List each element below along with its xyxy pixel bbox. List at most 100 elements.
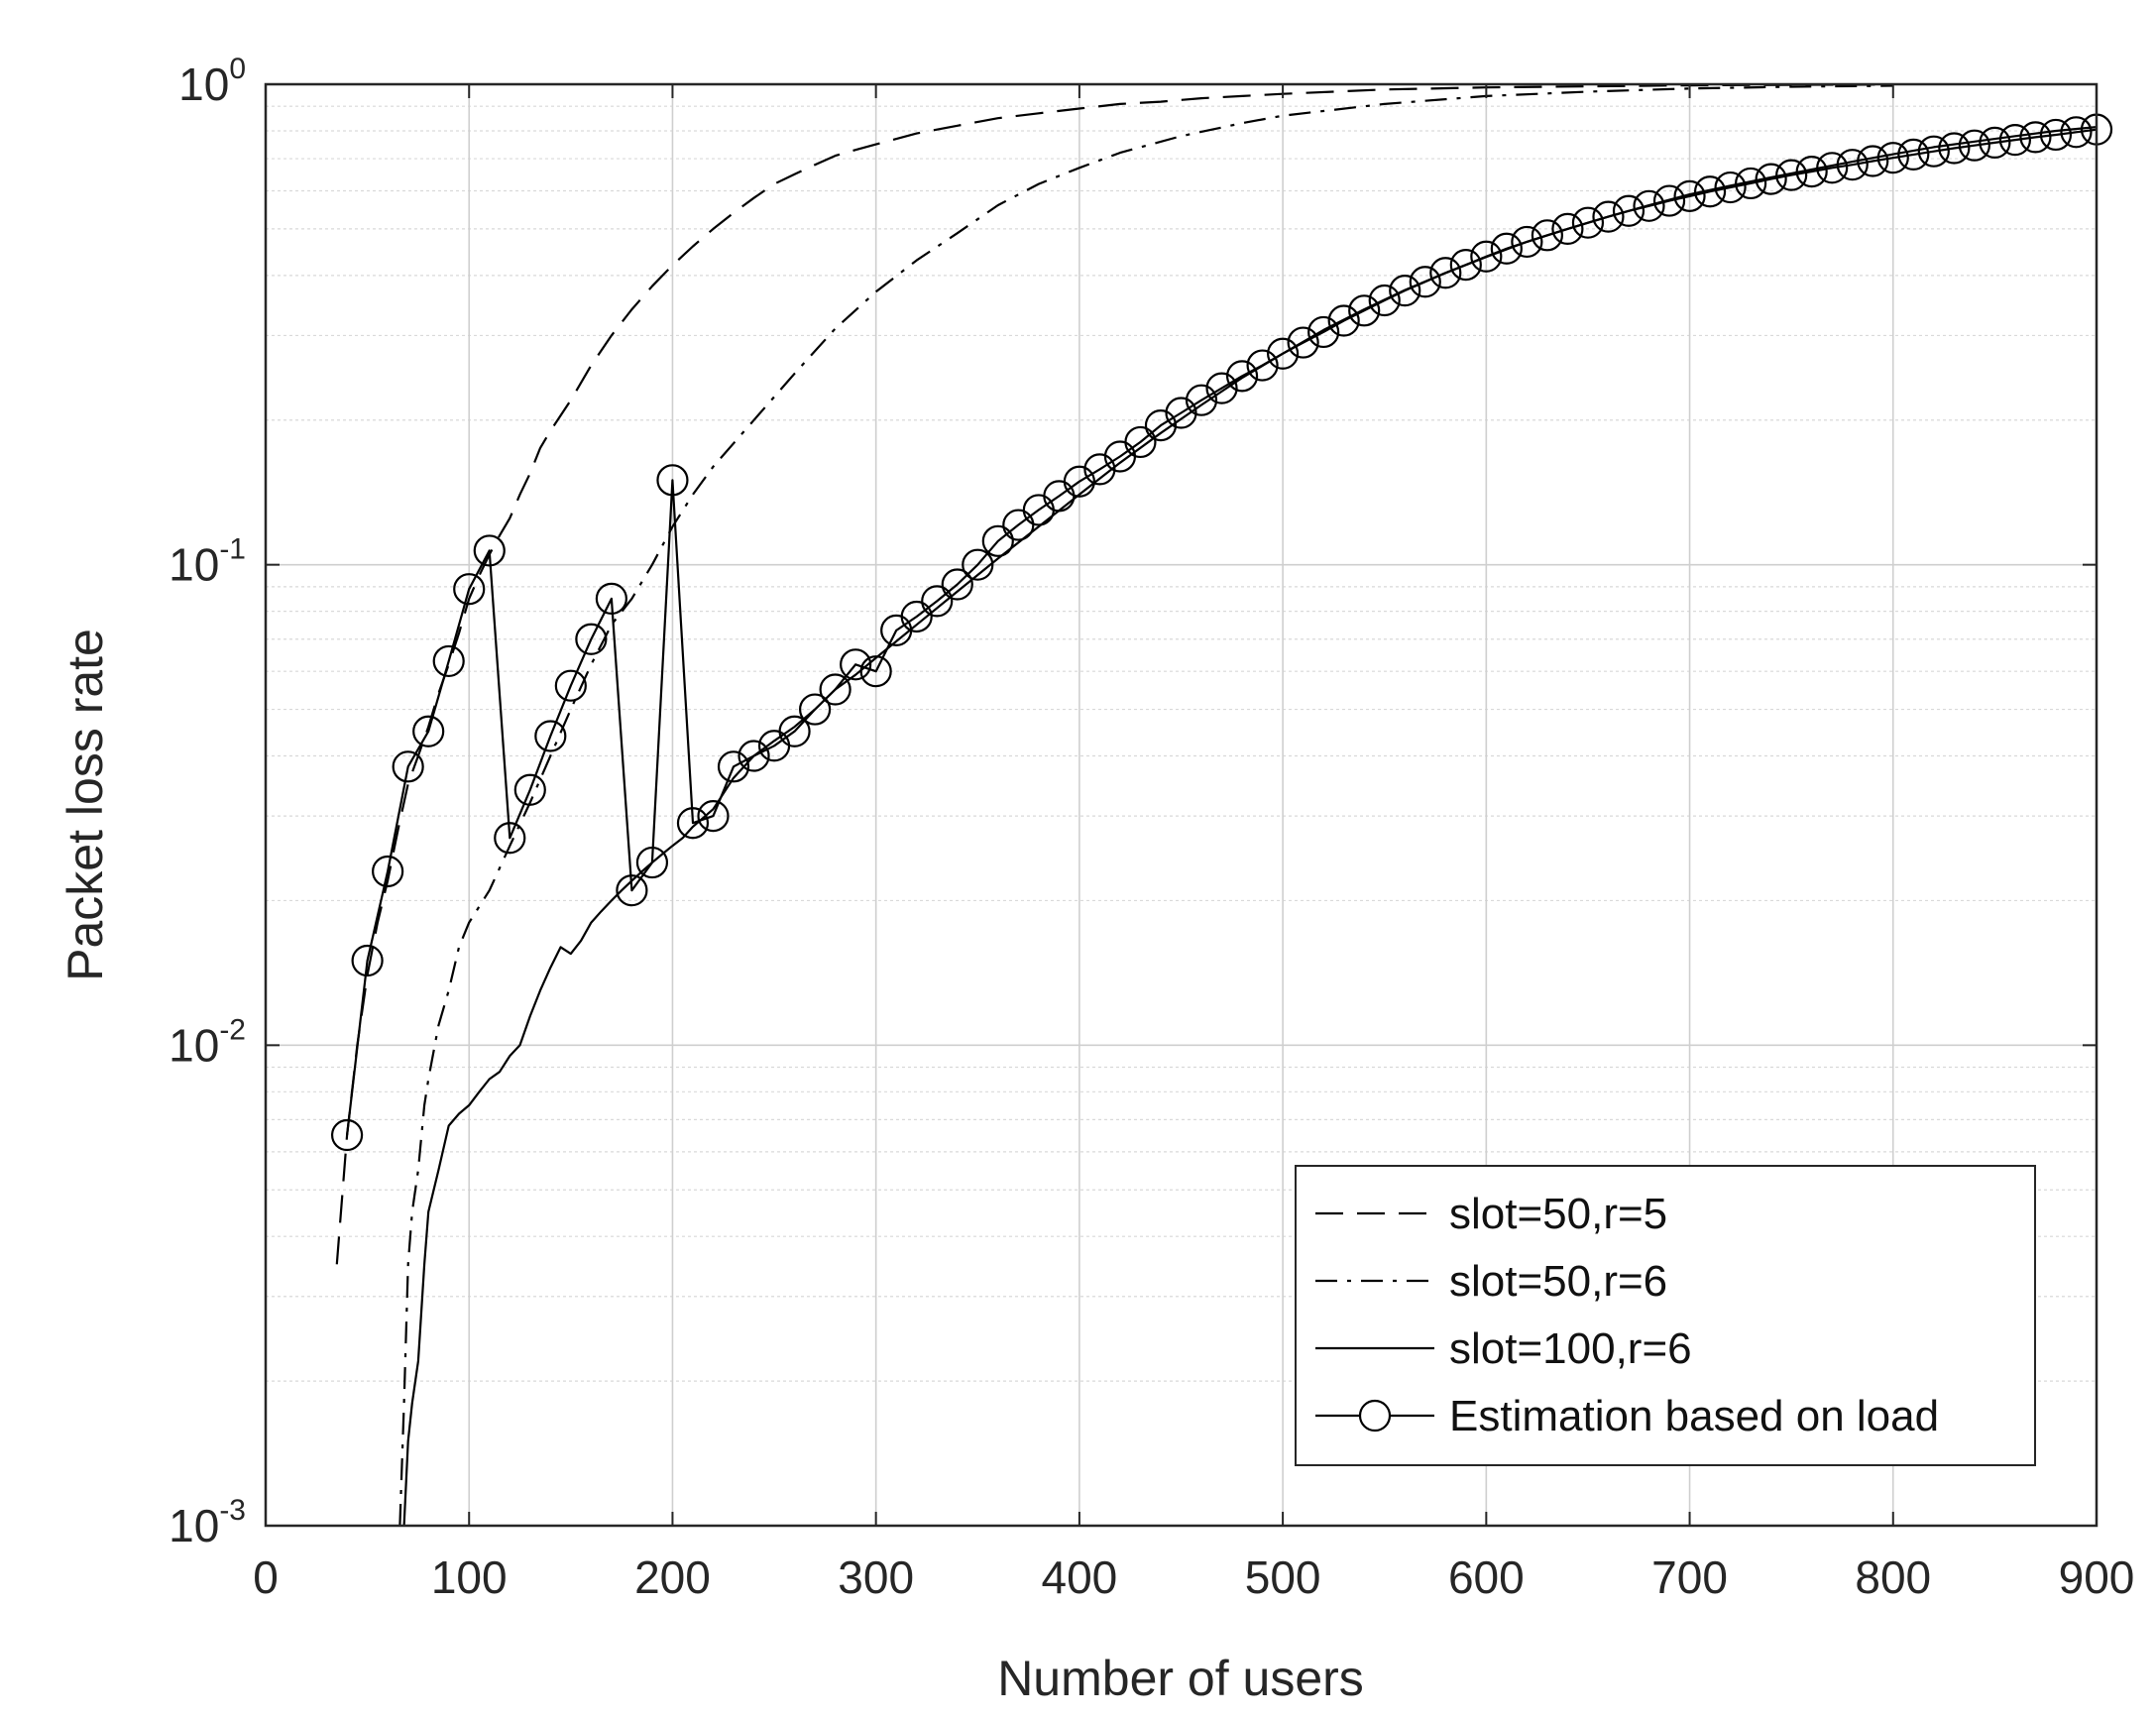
data-point-marker <box>351 944 384 977</box>
data-point-marker <box>432 644 465 678</box>
data-point-marker <box>1287 326 1319 359</box>
data-point-marker <box>1571 206 1605 239</box>
data-point-marker <box>473 534 506 567</box>
data-point-marker <box>697 799 730 833</box>
data-point-marker <box>1490 232 1523 265</box>
series-line <box>346 128 2098 1136</box>
x-tick-label: 600 <box>1448 1551 1525 1603</box>
data-point-marker <box>1633 189 1665 222</box>
x-axis: 0 100 200 300 400 500 600 700 800 900 <box>253 84 2134 1603</box>
y-tick-exponent: -2 <box>219 1013 246 1046</box>
data-point-marker <box>2060 116 2093 149</box>
data-point-marker <box>1225 360 1259 393</box>
y-tick-label: 10-3 <box>169 1494 246 1551</box>
data-point-marker <box>1063 465 1095 498</box>
data-point-marker <box>2019 121 2052 154</box>
data-point-marker <box>1652 184 1686 217</box>
x-tick-label: 0 <box>253 1551 279 1603</box>
data-point-marker <box>1429 257 1462 289</box>
data-point-marker <box>676 807 710 840</box>
data-point-marker <box>1714 171 1747 204</box>
data-point-marker <box>1531 219 1564 252</box>
data-point-marker <box>1755 163 1787 195</box>
data-point-marker <box>616 874 648 907</box>
data-point-marker <box>656 464 689 497</box>
data-point-marker <box>1998 124 2032 157</box>
data-point-marker <box>635 846 669 879</box>
y-tick-base: 10 <box>169 1019 219 1071</box>
data-point-marker <box>798 693 832 726</box>
data-point-marker <box>819 673 851 706</box>
data-point-marker <box>372 855 404 888</box>
data-point-marker <box>534 720 567 752</box>
data-point-marker <box>1551 212 1584 245</box>
data-point-marker <box>513 773 546 806</box>
x-tick-label: 800 <box>1855 1551 1931 1603</box>
y-tick-base: 10 <box>169 1500 219 1551</box>
x-tick-label: 500 <box>1245 1551 1321 1603</box>
data-point-marker <box>1735 167 1767 200</box>
data-point-marker <box>554 669 587 702</box>
data-point-marker <box>1185 384 1218 416</box>
x-tick-label: 100 <box>431 1551 508 1603</box>
data-point-marker <box>1938 132 1971 165</box>
legend: slot=50,r=5 slot=50,r=6 slot=100,r=6 Estima… <box>1295 1165 2036 1466</box>
x-tick-label: 700 <box>1651 1551 1728 1603</box>
series-1 <box>398 84 1893 1527</box>
y-tick-exponent: -1 <box>219 533 246 566</box>
x-axis-title: Number of users <box>997 1651 1364 1706</box>
y-tick-base: 10 <box>178 58 229 110</box>
data-point-marker <box>1389 275 1421 307</box>
data-point-marker <box>1409 266 1441 298</box>
data-point-marker <box>1307 315 1340 349</box>
data-point-marker <box>1368 284 1401 317</box>
data-point-marker <box>1144 408 1178 442</box>
data-point-marker <box>778 715 811 747</box>
y-tick-base: 10 <box>169 539 219 591</box>
data-point-marker <box>1449 248 1482 282</box>
series-line <box>335 83 1893 1265</box>
grid <box>266 84 2097 1526</box>
data-point-marker <box>738 740 770 772</box>
legend-label: slot=100,r=6 <box>1449 1324 1692 1373</box>
data-point-marker <box>1897 138 1930 172</box>
data-point-marker <box>1470 240 1503 273</box>
y-tick-exponent: -3 <box>219 1494 246 1527</box>
data-point-marker <box>412 715 445 747</box>
data-point-marker <box>1775 159 1808 191</box>
data-point-marker <box>1693 175 1727 208</box>
series-3 <box>330 113 2113 1152</box>
plot-frame <box>264 82 2099 1528</box>
data-point-marker <box>453 573 486 606</box>
data-point-marker <box>981 524 1014 557</box>
data-point-marker <box>1612 194 1645 227</box>
data-point-marker <box>1673 179 1706 212</box>
data-point-marker <box>1876 142 1909 174</box>
y-axis-title: Packet loss rate <box>57 629 113 981</box>
legend-label: slot=50,r=5 <box>1449 1190 1667 1238</box>
series-line <box>398 84 1893 1527</box>
data-point-marker <box>840 648 872 681</box>
y-tick-exponent: 0 <box>229 53 246 85</box>
data-point-marker <box>1958 129 1990 162</box>
legend-label: Estimation based on load <box>1449 1392 1939 1440</box>
data-point-marker <box>717 750 750 783</box>
legend-marker <box>1358 1399 1392 1433</box>
x-tick-label: 300 <box>838 1551 914 1603</box>
series-layer <box>330 83 2113 1527</box>
data-point-marker <box>1979 126 2011 159</box>
data-point-marker <box>1816 152 1849 184</box>
data-point-marker <box>575 623 608 655</box>
y-tick-label: 100 <box>178 53 246 110</box>
data-point-marker <box>1246 349 1279 382</box>
data-point-marker <box>962 548 994 581</box>
data-point-marker <box>1917 135 1950 168</box>
data-point-marker <box>1327 304 1360 337</box>
data-point-marker <box>1348 294 1381 327</box>
x-tick-label: 400 <box>1042 1551 1118 1603</box>
data-point-marker <box>2039 118 2073 152</box>
data-point-marker <box>1592 200 1625 233</box>
data-point-marker <box>392 750 424 783</box>
